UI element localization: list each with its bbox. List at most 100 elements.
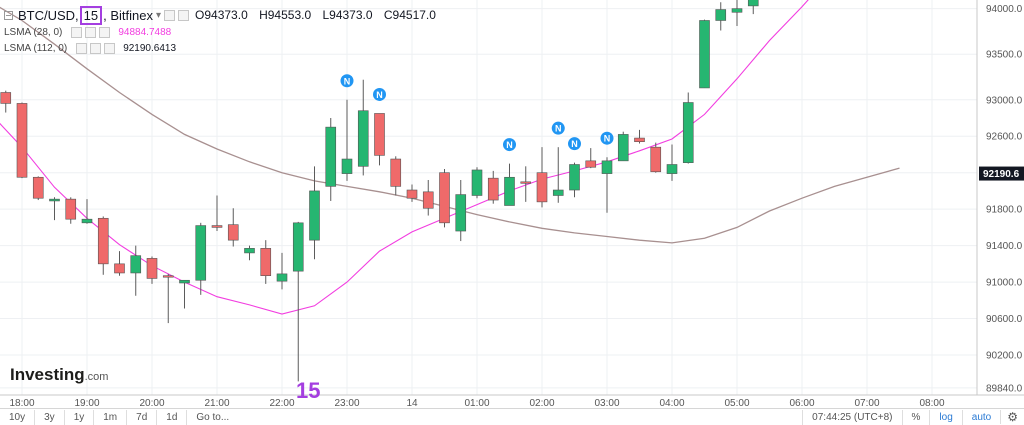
candle[interactable] <box>146 256 158 284</box>
event-marker[interactable]: N <box>503 138 516 152</box>
x-tick-label: 03:00 <box>594 398 619 409</box>
interval-annotation: 15 <box>296 378 321 403</box>
settings-icon[interactable] <box>178 9 190 21</box>
event-marker[interactable]: N <box>551 121 565 135</box>
candle[interactable] <box>731 0 743 26</box>
percent-toggle[interactable]: % <box>901 409 930 425</box>
auto-toggle[interactable]: auto <box>961 409 1000 425</box>
candle[interactable] <box>325 118 337 201</box>
candle[interactable] <box>699 19 710 89</box>
interval-box[interactable]: 15 <box>79 5 103 25</box>
candle[interactable] <box>601 157 613 213</box>
close-icon[interactable] <box>99 26 111 38</box>
candle[interactable] <box>569 162 580 198</box>
open-value: O94373.0 <box>195 8 248 22</box>
eye-icon[interactable] <box>164 9 176 21</box>
candle[interactable] <box>520 166 532 202</box>
marker-label: N <box>604 134 611 144</box>
candle[interactable] <box>341 99 353 181</box>
chevron-down-icon[interactable]: ▾ <box>156 9 162 21</box>
candle[interactable] <box>211 195 223 232</box>
candle[interactable] <box>227 208 239 247</box>
candle[interactable] <box>130 245 142 296</box>
candle[interactable] <box>179 279 190 309</box>
candle[interactable] <box>585 148 597 169</box>
candle[interactable] <box>374 113 385 166</box>
candle[interactable] <box>81 199 93 224</box>
close-icon[interactable] <box>104 42 116 54</box>
candle[interactable] <box>195 222 207 295</box>
badge-text: 92190.6 <box>983 169 1020 180</box>
candle[interactable] <box>32 176 44 201</box>
range-10y[interactable]: 10y <box>0 409 36 425</box>
candle-body <box>422 191 434 209</box>
candle[interactable] <box>715 2 727 31</box>
range-1d[interactable]: 1d <box>157 409 188 425</box>
candle[interactable] <box>634 129 645 144</box>
candle[interactable] <box>292 221 304 382</box>
range-3y[interactable]: 3y <box>35 409 65 425</box>
x-tick-label: 20:00 <box>139 398 164 409</box>
settings-icon[interactable] <box>85 26 97 38</box>
event-marker[interactable]: N <box>340 74 354 88</box>
candle[interactable] <box>276 252 288 290</box>
range-7d[interactable]: 7d <box>127 409 158 425</box>
candle[interactable] <box>390 156 402 196</box>
indicator-row-lsma28[interactable]: LSMA (28, 0) 94884.7488 <box>4 24 444 40</box>
candle[interactable] <box>536 147 548 208</box>
candle[interactable] <box>422 179 434 216</box>
candle[interactable] <box>49 197 60 221</box>
range-1y[interactable]: 1y <box>65 409 95 425</box>
x-tick-label: 14 <box>406 398 418 409</box>
candle[interactable] <box>162 273 174 324</box>
collapse-icon[interactable] <box>4 10 13 20</box>
candle[interactable] <box>406 184 418 202</box>
log-toggle[interactable]: log <box>929 409 961 425</box>
candle[interactable] <box>97 216 109 275</box>
gear-icon[interactable]: ⚙ <box>1000 410 1024 424</box>
candle[interactable] <box>65 197 77 224</box>
range-1m[interactable]: 1m <box>94 409 128 425</box>
candle[interactable] <box>552 147 564 203</box>
settings-icon[interactable] <box>90 42 102 54</box>
candle-body <box>390 158 402 187</box>
candle[interactable] <box>244 245 255 261</box>
candle[interactable] <box>0 90 12 113</box>
candle-body <box>455 194 467 232</box>
event-marker[interactable]: N <box>568 137 581 151</box>
candle[interactable] <box>487 170 499 204</box>
candle-body <box>666 164 678 174</box>
candle[interactable] <box>309 166 320 260</box>
candle[interactable] <box>682 92 694 164</box>
candle[interactable] <box>455 179 467 242</box>
candle-body <box>650 146 662 173</box>
candle[interactable] <box>471 167 483 199</box>
candle[interactable] <box>16 102 28 179</box>
candle[interactable] <box>747 0 759 15</box>
candle[interactable] <box>666 144 678 181</box>
indicator-name: LSMA (112, 0) <box>4 42 68 54</box>
candle[interactable] <box>504 163 515 206</box>
candle[interactable] <box>357 79 369 176</box>
clock-readout[interactable]: 07:44:25 (UTC+8) <box>802 409 901 425</box>
candle[interactable] <box>260 240 272 284</box>
y-tick-label: 91800.0 <box>986 205 1023 216</box>
x-tick-label: 06:00 <box>789 398 814 409</box>
eye-icon[interactable] <box>76 42 88 54</box>
indicator-row-lsma112[interactable]: LSMA (112, 0) 92190.6413 <box>4 40 444 56</box>
candle[interactable] <box>114 251 125 276</box>
candle[interactable] <box>439 169 450 228</box>
goto-button[interactable]: Go to... <box>196 411 230 423</box>
event-marker[interactable]: N <box>373 87 386 101</box>
symbol-name[interactable]: BTC/USD, <box>18 7 79 23</box>
candle[interactable] <box>617 131 629 162</box>
candle[interactable] <box>650 142 662 173</box>
event-marker[interactable]: N <box>600 131 614 145</box>
ohlc-values: O94373.0 H94553.0 L94373.0 C94517.0 <box>195 8 444 22</box>
marker-label: N <box>344 76 351 86</box>
eye-icon[interactable] <box>71 26 83 38</box>
x-tick-label: 05:00 <box>724 398 749 409</box>
symbol-row: BTC/USD, 15 , Bitfinex ▾ O94373.0 H94553… <box>4 5 444 25</box>
